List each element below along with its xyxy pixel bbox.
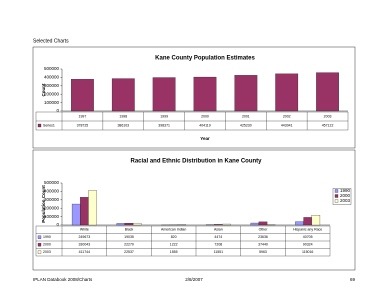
x-tick-label: 2000 <box>201 114 209 118</box>
chart-title: Kane County Population Estimates <box>155 56 255 62</box>
bar <box>152 77 176 112</box>
table-series-name: Series1 <box>43 123 55 127</box>
table-value: 115016 <box>302 250 313 254</box>
table-value: 7208 <box>214 243 222 247</box>
y-tick-label: 400000 <box>44 75 60 80</box>
bar <box>124 223 134 226</box>
x-tick-label: White <box>80 228 89 232</box>
x-tick-label: Black <box>125 228 134 232</box>
legend-key <box>37 243 42 247</box>
chart-title: Racial and Ethnic Distribution in Kane C… <box>130 159 262 165</box>
legend-key <box>334 194 339 198</box>
table-value: 411744 <box>79 250 90 254</box>
y-tick-label: 400000 <box>44 189 60 194</box>
y-axis-label: Population Count <box>41 185 46 223</box>
x-tick-label: 1997 <box>79 114 87 118</box>
y-tick-label: 300000 <box>44 83 60 88</box>
page-header: Selected Charts <box>33 38 69 44</box>
table-series-name: 1990 <box>43 235 51 239</box>
x-tick-label: 2003 <box>324 114 332 118</box>
footer-right: 69 <box>350 277 356 282</box>
y-tick-label: 300000 <box>44 197 60 202</box>
x-tick-label: Other <box>259 228 269 232</box>
table-series-name: 2003 <box>43 250 51 254</box>
bar <box>311 215 321 226</box>
table-value: 1555 <box>170 250 178 254</box>
bar <box>316 72 339 112</box>
legend-key <box>37 123 42 128</box>
footer-left: IPLAN Databook 2008/Charts <box>33 277 93 282</box>
x-tick-label: 2001 <box>242 114 250 118</box>
table-value: 386103 <box>117 123 129 127</box>
y-tick-label: 0 <box>56 222 59 227</box>
table-value: 443041 <box>281 123 293 127</box>
legend-key <box>334 189 339 193</box>
table-value: 378725 <box>77 123 89 127</box>
table-value: 40705 <box>303 235 313 239</box>
y-axis-label: Count <box>41 83 46 96</box>
x-tick-label: Hispanic any Race <box>293 228 322 232</box>
legend-key <box>334 199 339 203</box>
table-value: 425230 <box>240 123 252 127</box>
table-value: 398371 <box>158 123 170 127</box>
x-axis-label: Year <box>200 136 210 141</box>
bar <box>71 79 94 112</box>
bar <box>222 223 231 226</box>
x-tick-label: Asian <box>214 228 223 232</box>
bar <box>258 221 268 226</box>
table-value: 22270 <box>124 243 134 247</box>
x-tick-label: 2002 <box>283 114 291 118</box>
legend-label: 1990 <box>340 188 351 193</box>
y-tick-label: 100000 <box>44 214 60 219</box>
table-value: 404119 <box>199 123 210 127</box>
bar <box>116 223 126 226</box>
bar <box>193 76 217 112</box>
bar <box>250 222 260 226</box>
y-tick-label: 200000 <box>44 91 60 96</box>
y-tick-label: 500000 <box>44 180 60 185</box>
table-value: 11551 <box>214 250 224 254</box>
footer-center: 2/8/2007 <box>185 277 203 282</box>
table-value: 249673 <box>78 235 90 239</box>
x-tick-label: American Indian <box>161 228 186 232</box>
table-value: 19035 <box>124 235 134 239</box>
table-value: 37440 <box>258 243 268 247</box>
bar <box>275 73 299 112</box>
table-value: 5963 <box>259 250 267 254</box>
y-tick-label: 0 <box>56 108 59 113</box>
table-value: 820 <box>171 235 177 239</box>
legend-key <box>37 235 42 239</box>
bar <box>132 222 142 226</box>
y-tick-label: 500000 <box>44 66 60 71</box>
bar <box>71 203 81 226</box>
bar <box>111 78 135 112</box>
table-value: 330043 <box>78 243 90 247</box>
legend-label: 2000 <box>340 193 351 198</box>
x-tick-label: 1998 <box>119 114 127 118</box>
y-tick-label: 200000 <box>44 205 60 210</box>
x-tick-label: 1999 <box>160 114 168 118</box>
bar <box>295 221 304 226</box>
bar <box>80 197 89 226</box>
table-value: 23636 <box>258 235 268 239</box>
bar <box>303 217 312 226</box>
y-tick-label: 100000 <box>44 100 60 105</box>
table-value: 1222 <box>170 243 178 247</box>
table-value: 22537 <box>124 250 134 254</box>
bar <box>234 75 258 112</box>
table-series-name: 2000 <box>43 243 51 247</box>
table-value: 90324 <box>303 243 313 247</box>
table-value: 4474 <box>214 235 222 239</box>
bar <box>266 224 276 226</box>
table-value: 457122 <box>322 123 334 127</box>
legend-label: 2003 <box>340 198 351 203</box>
legend-key <box>37 250 42 254</box>
bar <box>214 224 223 226</box>
bar <box>88 190 97 226</box>
